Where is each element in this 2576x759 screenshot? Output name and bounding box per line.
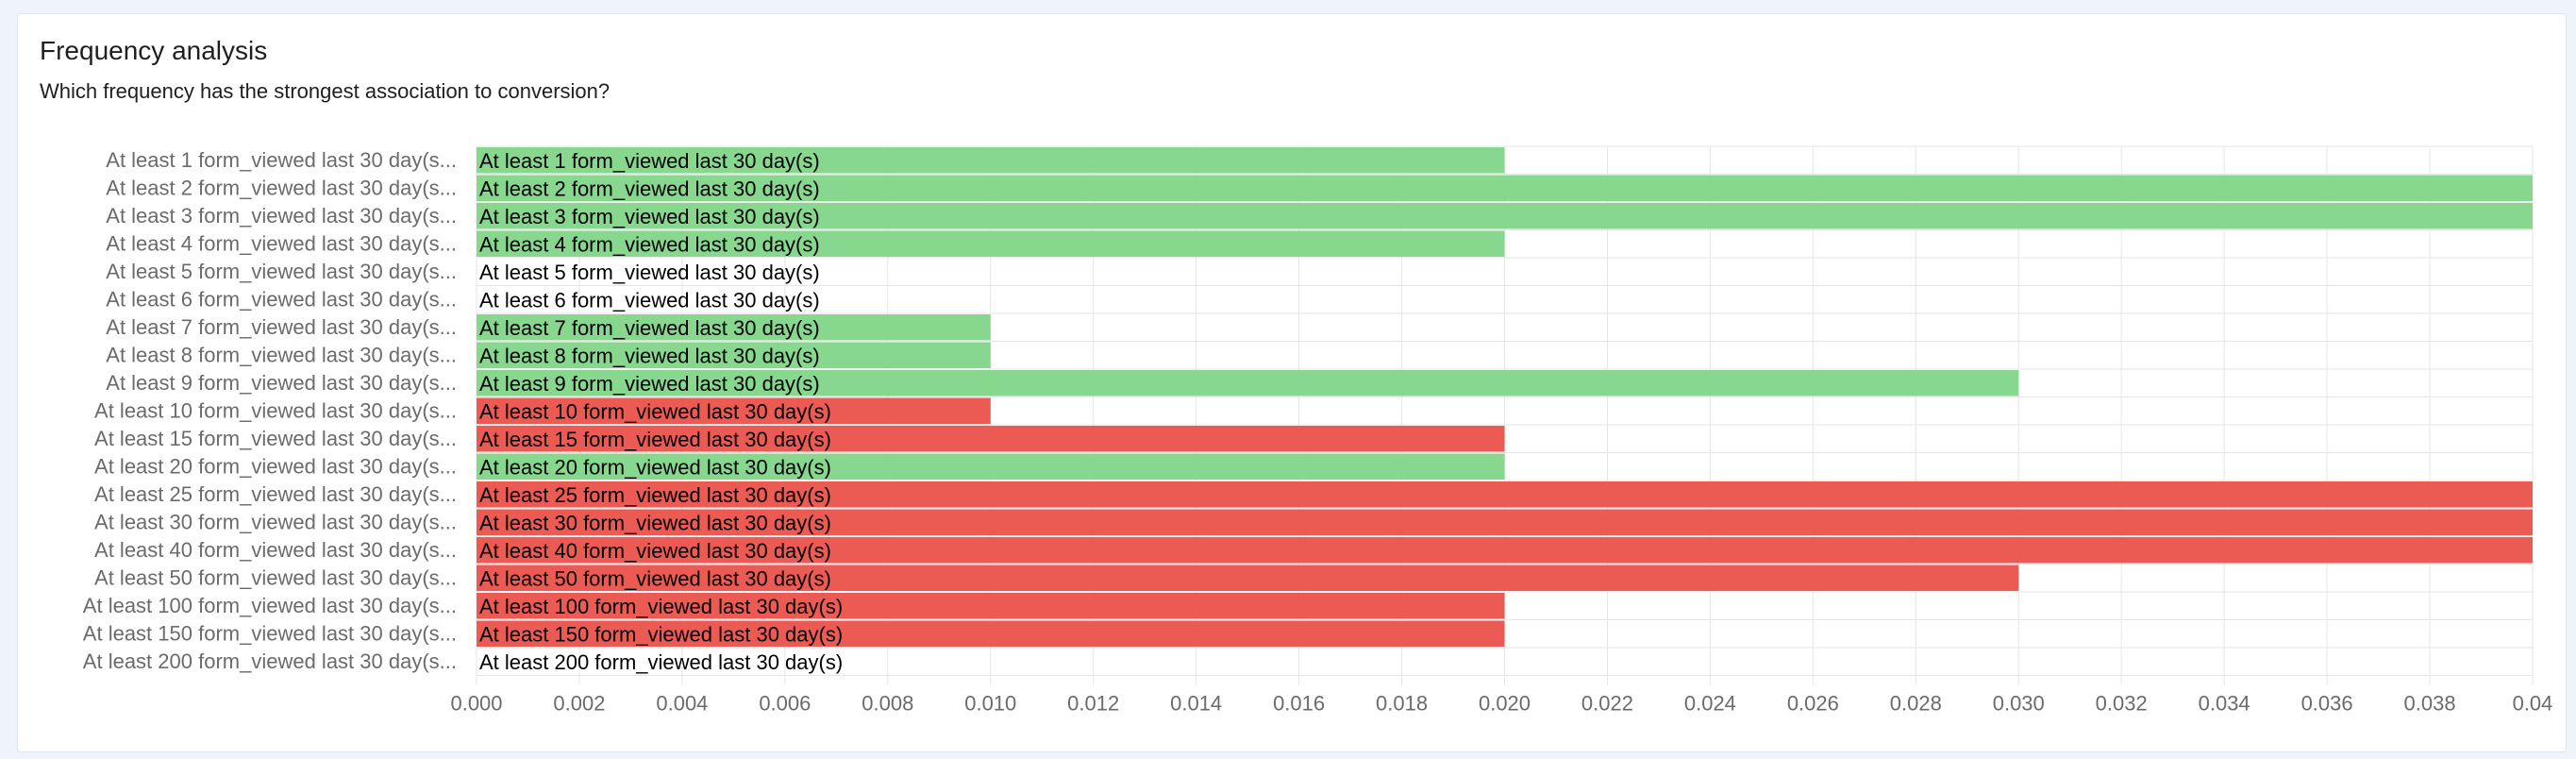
y-axis-label: At least 8 form_viewed last 30 day(s... [106,343,457,366]
x-tick-label: 0.016 [1273,692,1325,716]
x-tick-label: 0.030 [1993,692,2045,716]
card-title: Frequency analysis [40,36,268,65]
bar-label: At least 1 form_viewed last 30 day(s) [479,149,820,173]
x-tick-label: 0.022 [1581,692,1633,716]
x-tick-label: 0.012 [1067,692,1119,716]
bar[interactable] [477,147,1505,174]
x-tick-label: 0.020 [1479,692,1531,716]
y-axis-label: At least 6 form_viewed last 30 day(s... [106,287,457,311]
y-axis-label: At least 15 form_viewed last 30 day(s... [94,427,457,450]
x-tick-label: 0.028 [1890,692,1942,716]
bar-label: At least 40 form_viewed last 30 day(s) [479,539,831,563]
card-subtitle: Which frequency has the strongest associ… [40,79,611,103]
y-axis-label: At least 20 form_viewed last 30 day(s... [94,454,457,478]
bar-label: At least 10 form_viewed last 30 day(s) [479,399,831,423]
bar-label: At least 7 form_viewed last 30 day(s) [479,316,820,340]
x-tick-label: 0.038 [2404,692,2456,716]
y-axis-label: At least 7 form_viewed last 30 day(s... [106,315,457,339]
x-tick-label: 0.004 [656,692,708,716]
bar-label: At least 6 form_viewed last 30 day(s) [479,288,820,312]
bar[interactable] [477,537,2533,564]
bar[interactable] [477,620,1505,648]
bar-label: At least 25 form_viewed last 30 day(s) [479,483,831,507]
y-axis-label: At least 3 form_viewed last 30 day(s... [106,204,457,228]
x-tick-label: 0.000 [450,692,502,716]
x-tick-label: 0.026 [1787,692,1839,716]
bar[interactable] [477,230,1505,258]
x-tick-label: 0.006 [759,692,811,716]
bar-label: At least 50 form_viewed last 30 day(s) [479,566,831,590]
y-axis-label: At least 150 form_viewed last 30 day(s..… [83,621,457,645]
y-axis-label: At least 1 form_viewed last 30 day(s... [106,148,457,172]
bar[interactable] [477,397,991,425]
bar-label: At least 9 form_viewed last 30 day(s) [479,372,820,396]
bar[interactable] [477,370,2019,396]
y-axis-label: At least 100 form_viewed last 30 day(s..… [83,594,457,617]
bar-label: At least 2 form_viewed last 30 day(s) [479,177,820,200]
y-axis-labels: At least 1 form_viewed last 30 day(s... A… [83,148,457,673]
bar[interactable] [477,565,2019,592]
bar[interactable] [477,481,2533,508]
y-axis-label: At least 10 form_viewed last 30 day(s... [94,398,457,422]
bar[interactable] [477,509,2533,536]
bar-label: At least 30 form_viewed last 30 day(s) [479,511,831,534]
x-tick-label: 0.036 [2301,692,2353,716]
y-axis-label: At least 4 form_viewed last 30 day(s... [106,231,457,255]
bar[interactable] [477,426,1505,452]
x-tick-label: 0.008 [861,692,913,716]
y-axis-label: At least 9 form_viewed last 30 day(s... [106,371,457,395]
bar-label: At least 5 form_viewed last 30 day(s) [479,261,820,284]
x-axis-ticks: 0.000 0.002 0.004 0.006 0.008 0.010 0.012 0.014… [450,692,2552,716]
bars: At least 1 form_viewed last 30 day(s) At … [477,147,2533,674]
bar-label: At least 4 form_viewed last 30 day(s) [479,232,820,256]
x-tick-label: 0.032 [2096,692,2148,716]
x-tick-label: 0.010 [964,692,1016,716]
bar[interactable] [477,453,1505,481]
x-tick-label: 0.014 [1170,692,1222,716]
bar-label: At least 100 form_viewed last 30 day(s) [479,595,843,618]
x-tick-label: 0.034 [2199,692,2250,716]
x-tick-label: 0.018 [1376,692,1428,716]
bar[interactable] [477,175,2533,202]
bar-label: At least 3 form_viewed last 30 day(s) [479,205,820,228]
y-axis-label: At least 25 form_viewed last 30 day(s... [94,482,457,506]
y-axis-label: At least 40 form_viewed last 30 day(s... [94,538,457,562]
bar-label: At least 150 form_viewed last 30 day(s) [479,622,843,646]
y-axis-label: At least 200 form_viewed last 30 day(s..… [83,649,457,673]
y-axis-label: At least 30 form_viewed last 30 day(s... [94,510,457,533]
bar-label: At least 15 form_viewed last 30 day(s) [479,428,831,451]
bar[interactable] [477,342,991,369]
x-tick-label: 0.024 [1684,692,1736,716]
y-axis-label: At least 5 form_viewed last 30 day(s... [106,260,457,283]
y-axis-label: At least 2 form_viewed last 30 day(s... [106,176,457,199]
x-tick-label: 0.002 [553,692,605,716]
bar[interactable] [477,203,2533,229]
bar-label: At least 20 form_viewed last 30 day(s) [479,455,831,479]
y-axis-label: At least 50 form_viewed last 30 day(s... [94,565,457,589]
bar-label: At least 8 form_viewed last 30 day(s) [479,344,820,367]
bar[interactable] [477,314,991,341]
bar[interactable] [477,593,1505,619]
x-tick-label: 0.04 [2513,692,2553,716]
bar-label: At least 200 form_viewed last 30 day(s) [479,650,843,674]
